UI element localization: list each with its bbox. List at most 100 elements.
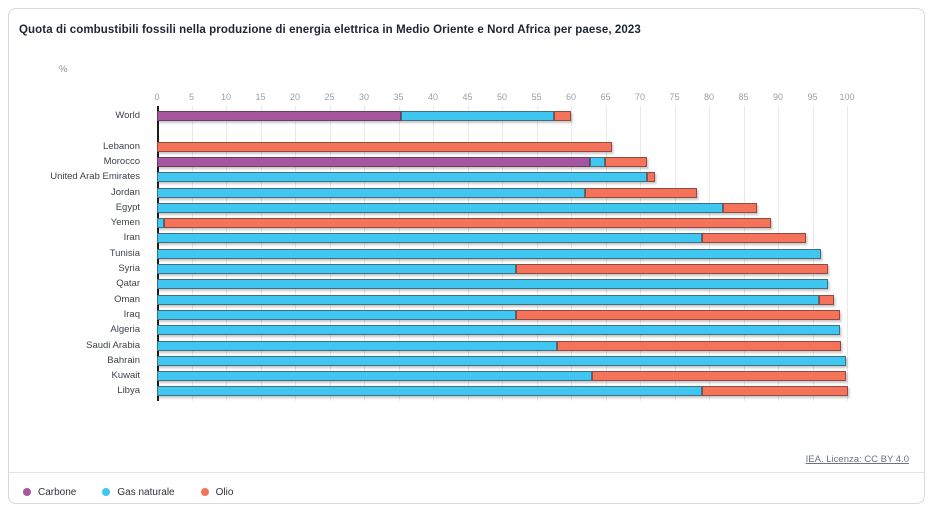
chart-card: Quota di combustibili fossili nella prod… — [8, 8, 925, 504]
bar-segment-gas-naturale[interactable] — [157, 294, 820, 305]
bar-segment-gas-naturale[interactable] — [157, 187, 585, 198]
x-tick-label: 10 — [220, 92, 232, 102]
bar-morocco — [157, 156, 647, 167]
x-tick-label: 15 — [255, 92, 266, 102]
bar-segment-olio[interactable] — [584, 187, 697, 198]
bar-segment-gas-naturale[interactable] — [157, 340, 558, 351]
bar-segment-olio[interactable] — [702, 233, 806, 244]
category-label: Qatar — [116, 278, 140, 290]
x-tick-label: 75 — [669, 92, 680, 102]
legend-label-gas-naturale: Gas naturale — [117, 486, 175, 498]
bar-egypt — [157, 202, 758, 213]
bar-segment-gas-naturale[interactable] — [157, 248, 821, 259]
x-tick-label: 20 — [289, 92, 301, 102]
bar-world — [157, 111, 571, 121]
x-tick-label: 90 — [772, 92, 784, 102]
bar-segment-olio[interactable] — [553, 111, 571, 121]
bar-segment-gas-naturale[interactable] — [157, 264, 516, 274]
legend-divider — [9, 472, 924, 473]
bar-saudi-arabia — [157, 340, 842, 351]
bar-segment-gas-naturale[interactable] — [157, 371, 592, 382]
bar-segment-olio[interactable] — [722, 202, 758, 213]
category-label: Kuwait — [111, 370, 140, 382]
bar-jordan — [157, 187, 697, 198]
x-tick-label: 85 — [738, 92, 749, 102]
bar-segment-olio[interactable] — [591, 371, 847, 382]
x-tick-label: 35 — [393, 92, 404, 102]
legend-item-olio[interactable]: Olio — [200, 486, 234, 498]
x-tick-label: 5 — [188, 92, 195, 102]
bar-segment-carbone[interactable] — [157, 111, 402, 121]
bar-united-arab-emirates — [157, 172, 656, 183]
bar-segment-olio[interactable] — [163, 218, 772, 229]
x-tick-label: 80 — [703, 92, 715, 102]
bar-iran — [157, 233, 806, 244]
x-tick-label: 65 — [600, 92, 611, 102]
category-label: Libya — [117, 385, 140, 397]
bar-segment-carbone[interactable] — [157, 156, 591, 167]
x-tick-label: 50 — [496, 92, 508, 102]
plot-area: 0 5 10 15 20 25 30 35 40 45 50 55 60 65 70 75 80 85 90 95 10… — [9, 9, 924, 503]
category-label: Morocco — [103, 155, 140, 167]
x-tick-label: 95 — [807, 92, 818, 102]
category-label: Tunisia — [109, 247, 140, 259]
category-label: Egypt — [115, 201, 140, 213]
bar-segment-gas-naturale[interactable] — [157, 218, 164, 229]
bar-segment-gas-naturale[interactable] — [157, 279, 829, 290]
y-axis-unit-label: % — [59, 64, 68, 75]
category-label: Iran — [123, 232, 140, 244]
legend-label-olio: Olio — [215, 486, 234, 498]
x-tick-label: 60 — [565, 92, 577, 102]
category-label: Lebanon — [103, 140, 140, 152]
bar-segment-gas-naturale[interactable] — [157, 386, 703, 397]
category-label: Iraq — [123, 308, 140, 320]
legend-swatch-gas-naturale — [102, 488, 111, 496]
bar-segment-olio[interactable] — [557, 340, 842, 351]
bar-segment-olio[interactable] — [604, 156, 647, 167]
x-tick-label: 40 — [427, 92, 439, 102]
bar-segment-gas-naturale[interactable] — [157, 355, 846, 366]
bar-lebanon — [157, 141, 613, 152]
legend-label-carbone: Carbone — [38, 486, 77, 498]
bar-algeria — [157, 325, 841, 336]
category-label: Syria — [118, 263, 140, 274]
bar-segment-olio[interactable] — [157, 141, 613, 152]
bar-segment-gas-naturale[interactable] — [157, 309, 516, 320]
x-tick-label: 25 — [324, 92, 335, 102]
bar-iraq — [157, 309, 841, 320]
category-label: Oman — [114, 293, 140, 305]
bar-segment-olio[interactable] — [819, 294, 834, 305]
bar-libya — [157, 386, 849, 397]
legend-item-gas-naturale[interactable]: Gas naturale — [102, 486, 175, 498]
bar-segment-gas-naturale[interactable] — [157, 202, 723, 213]
x-tick-label: 45 — [462, 92, 473, 102]
category-label: United Arab Emirates — [50, 171, 140, 183]
category-label: Algeria — [110, 324, 140, 336]
bar-segment-olio[interactable] — [515, 264, 828, 274]
x-tick-label: 70 — [634, 92, 646, 102]
bar-syria — [157, 264, 828, 274]
x-tick-label: 55 — [531, 92, 542, 102]
bar-segment-olio[interactable] — [646, 172, 656, 183]
bar-segment-olio[interactable] — [515, 309, 841, 320]
bar-segment-gas-naturale[interactable] — [157, 233, 703, 244]
bar-tunisia — [157, 248, 821, 259]
category-label: World — [115, 110, 140, 121]
x-tick-label: 30 — [358, 92, 370, 102]
bar-segment-olio[interactable] — [702, 386, 849, 397]
bar-yemen — [157, 218, 772, 229]
bar-segment-gas-naturale[interactable] — [590, 156, 605, 167]
bar-bahrain — [157, 355, 846, 366]
bar-segment-gas-naturale[interactable] — [157, 172, 647, 183]
category-label: Saudi Arabia — [86, 339, 140, 351]
legend-item-carbone[interactable]: Carbone — [23, 487, 76, 498]
gridline — [847, 106, 848, 401]
source-license-link[interactable]: IEA. Licenza: CC BY 4.0 — [805, 454, 909, 465]
legend-swatch-carbone — [23, 488, 31, 496]
category-label: Yemen — [110, 217, 140, 229]
x-tick-label: 100 — [839, 92, 855, 102]
chart-title: Quota di combustibili fossili nella prod… — [19, 24, 641, 36]
bar-segment-gas-naturale[interactable] — [401, 111, 554, 121]
bar-segment-gas-naturale[interactable] — [157, 325, 841, 336]
